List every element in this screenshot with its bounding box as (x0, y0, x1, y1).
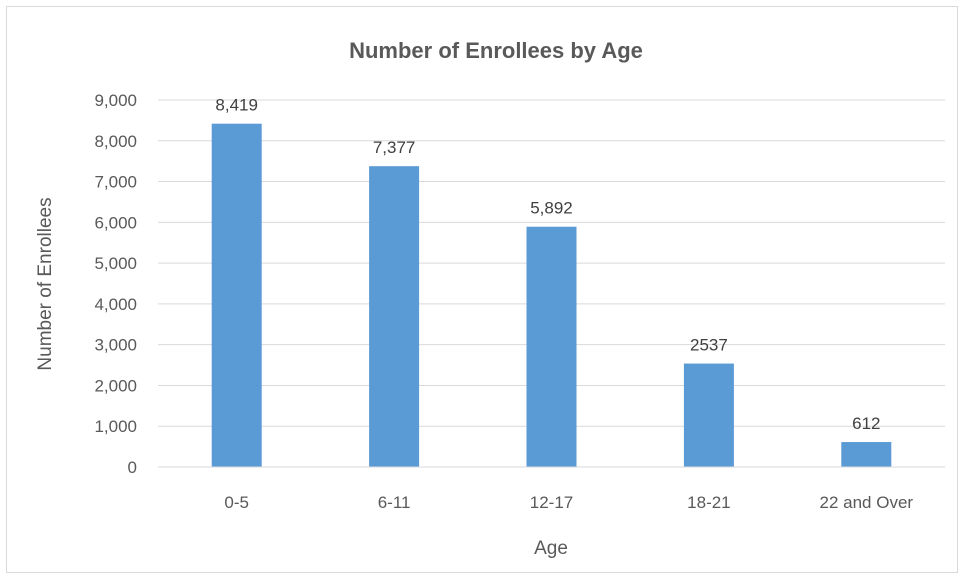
x-axis-label: Age (534, 538, 568, 559)
y-tick-label: 6,000 (94, 213, 137, 232)
y-tick-label: 1,000 (94, 417, 137, 436)
bar (369, 166, 420, 468)
data-labels: 8,419 7,377 5,892 2537 612 (215, 96, 880, 433)
y-axis-label: Number of Enrollees (35, 197, 56, 370)
x-tick-label: 18-21 (687, 493, 730, 512)
chart-title: Number of Enrollees by Age (349, 38, 643, 63)
x-tick-label: 0-5 (224, 493, 249, 512)
y-tick-label: 7,000 (94, 173, 137, 192)
bar (841, 442, 892, 467)
y-tick-label: 8,000 (94, 132, 137, 151)
data-label: 8,419 (215, 96, 258, 115)
y-tick-label: 0 (128, 458, 137, 477)
x-tick-label: 22 and Over (820, 493, 914, 512)
data-label: 612 (852, 414, 880, 433)
y-tick-label: 9,000 (94, 91, 137, 110)
data-label: 2537 (690, 336, 728, 355)
y-tick-label: 3,000 (94, 336, 137, 355)
bar (211, 123, 262, 467)
x-axis-ticks: 0-5 6-11 12-17 18-21 22 and Over (224, 493, 913, 512)
data-label: 5,892 (530, 199, 573, 218)
bar (526, 226, 577, 467)
bar (683, 363, 734, 467)
data-label: 7,377 (373, 138, 416, 157)
bars (211, 123, 892, 468)
x-tick-label: 6-11 (378, 493, 411, 512)
y-tick-label: 4,000 (94, 295, 137, 314)
y-tick-label: 5,000 (94, 254, 137, 273)
y-tick-label: 2,000 (94, 376, 137, 395)
x-tick-label: 12-17 (530, 493, 573, 512)
y-axis-ticks: 0 1,000 2,000 3,000 4,000 5,000 6,000 7,000 8,00… (94, 91, 137, 477)
gridlines (158, 99, 945, 427)
